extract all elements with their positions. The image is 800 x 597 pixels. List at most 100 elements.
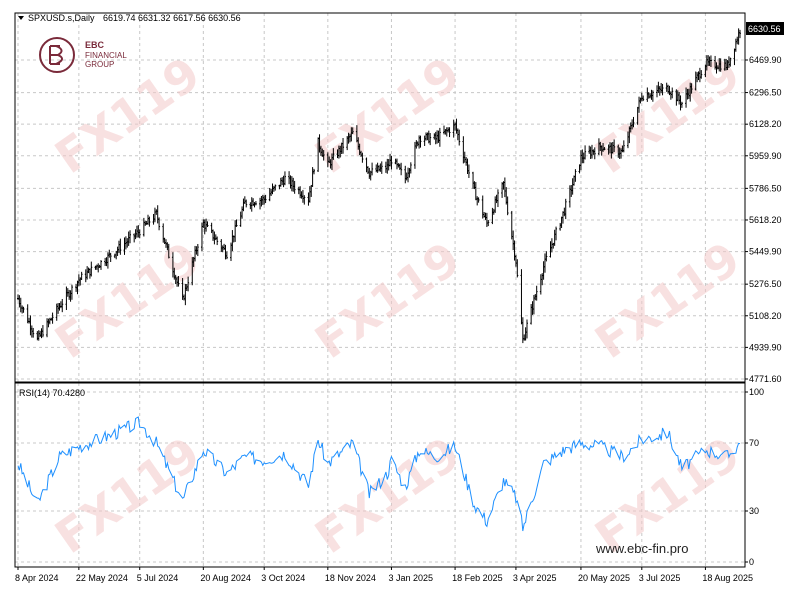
ohlc-bar (700, 70, 703, 79)
time-tick-label: 8 Apr 2024 (15, 573, 59, 583)
ohlc-bar (144, 220, 147, 226)
ohlc-bar (680, 101, 683, 108)
ohlc-bar (395, 158, 398, 170)
ohlc-bar (51, 312, 54, 324)
time-tick-label: 18 Aug 2025 (702, 573, 753, 583)
rsi-axis: 100 70 30 0 (745, 387, 764, 567)
ohlc-bar (242, 198, 245, 212)
ohlc-bar (531, 301, 534, 315)
ohlc-bar (129, 230, 132, 244)
ohlc-bar (61, 298, 64, 313)
ohlc-bar (487, 220, 490, 227)
ohlc-bar (579, 150, 582, 171)
ohlc-bar (26, 304, 29, 324)
ohlc-bar (239, 211, 242, 227)
ohlc-bar (466, 158, 469, 175)
ebc-logo-icon (39, 37, 75, 73)
ohlc-bar (220, 239, 223, 252)
ohlc-bar (512, 230, 515, 251)
last-price-marker: 6630.56 (746, 22, 784, 35)
ohlc-bar (524, 327, 527, 341)
logo-line3: GROUP (85, 60, 114, 69)
time-tick-label: 18 Nov 2024 (325, 573, 376, 583)
ohlc-bar (19, 297, 22, 313)
ohlc-bar (484, 212, 487, 220)
ohlc-bar (80, 271, 83, 281)
ohlc-bar (434, 131, 437, 145)
ohlc-bar (94, 265, 97, 270)
ohlc-bar (203, 219, 206, 235)
ohlc-bar (231, 230, 234, 252)
ohlc-bar (376, 162, 379, 173)
ohlc-bar (613, 139, 616, 153)
ohlc-bar (119, 238, 122, 255)
ohlc-bar (404, 165, 407, 184)
ohlc-bar (563, 207, 566, 217)
ohlc-bar (549, 241, 552, 258)
ohlc-bar (503, 177, 506, 198)
ohlc-bar (223, 243, 226, 251)
logo-line2: FINANCIAL (85, 51, 127, 60)
ohlc-bar (292, 177, 295, 192)
ohlc-bar (564, 198, 567, 220)
ohlc-bar (108, 249, 111, 258)
watermark-text: FX119 (305, 426, 469, 564)
ohlc-bar (40, 328, 43, 339)
ohlc-bar (243, 196, 246, 204)
ohlc-bar (516, 259, 519, 278)
ohlc-bar (301, 189, 304, 203)
collapse-triangle-icon[interactable] (18, 16, 24, 20)
time-tick-label: 5 Jul 2024 (137, 573, 179, 583)
ohlc-bar (400, 162, 403, 176)
ohlc-bar (311, 167, 314, 187)
ohlc-bar (84, 269, 87, 283)
ohlc-bar (387, 159, 390, 171)
ohlc-bar (398, 163, 401, 170)
ohlc-bar (455, 118, 458, 134)
time-tick-label: 20 Aug 2024 (200, 573, 251, 583)
ohlc-bar (550, 238, 553, 253)
ohlc-bar (436, 130, 439, 144)
ohlc-bar (312, 168, 315, 175)
ohlc-bar (570, 184, 573, 197)
ohlc-bar (543, 253, 546, 273)
ohlc-bar (99, 260, 102, 270)
ohlc-bar (290, 176, 293, 192)
ohlc-bar (574, 169, 577, 182)
ohlc-bar (632, 116, 635, 128)
time-tick-label: 22 May 2024 (76, 573, 128, 583)
ohlc-bar (368, 167, 371, 179)
ohlc-bar (250, 197, 253, 212)
ohlc-bar (371, 162, 374, 176)
ohlc-bar (196, 243, 199, 257)
ohlc-bar (729, 57, 732, 67)
rsi-tick-label: 30 (749, 506, 759, 516)
ohlc-bar (113, 253, 116, 259)
rsi-tick-label: 0 (749, 557, 754, 567)
ohlc-bar (458, 129, 461, 146)
ohlc-bar (378, 165, 380, 172)
ohlc-bar (661, 83, 664, 96)
ohlc-bar (264, 194, 267, 204)
rsi-tick-label: 100 (749, 387, 764, 397)
ohlc-bar (622, 140, 625, 153)
time-tick-label: 3 Jul 2025 (639, 573, 681, 583)
ohlc-bar (177, 276, 180, 287)
ohlc-bar (97, 263, 100, 273)
ohlc-bar (135, 225, 138, 238)
ohlc-bar (241, 206, 244, 219)
rsi-label: RSI(14) 70.4280 (19, 388, 85, 398)
ohlc-bar (561, 211, 564, 224)
price-tick-label: 5618.20 (749, 215, 782, 225)
ohlc-bar (216, 236, 219, 246)
ohlc-bar (709, 55, 712, 67)
ohlc-bar (737, 28, 740, 45)
ohlc-bar (307, 192, 310, 206)
ebc-logo-mark (49, 45, 63, 65)
ohlc-bar (70, 284, 73, 300)
ohlc-bar (495, 194, 498, 204)
ohlc-bar (443, 125, 446, 135)
ohlc-bar (535, 285, 538, 301)
time-axis: 8 Apr 2024 22 May 2024 5 Jul 2024 20 Aug 20… (15, 567, 753, 583)
ohlc-bar (187, 276, 190, 292)
